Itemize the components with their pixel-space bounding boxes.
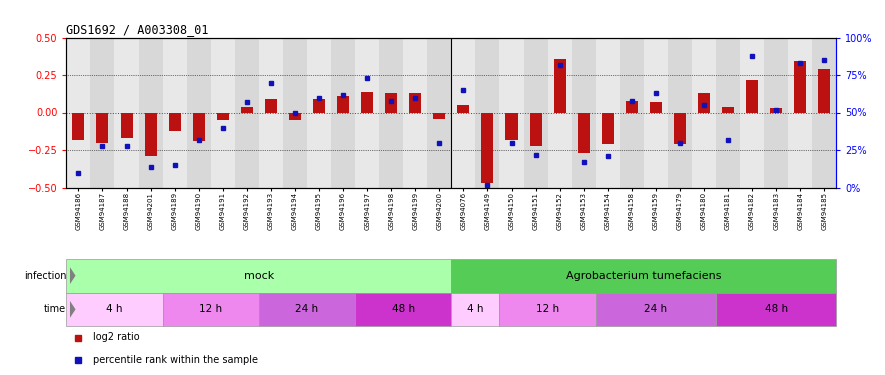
- Bar: [626, 100, 638, 112]
- Bar: [361, 92, 373, 112]
- Bar: [163, 38, 187, 188]
- Bar: [475, 38, 499, 188]
- Text: 24 h: 24 h: [644, 304, 667, 314]
- Bar: [355, 292, 451, 326]
- Bar: [169, 112, 181, 130]
- Bar: [451, 292, 499, 326]
- Bar: [789, 38, 812, 188]
- Bar: [265, 99, 277, 112]
- Bar: [572, 38, 596, 188]
- Bar: [337, 96, 349, 112]
- Bar: [499, 292, 596, 326]
- Text: 4 h: 4 h: [106, 304, 123, 314]
- Bar: [722, 106, 734, 112]
- Text: Agrobacterium tumefaciens: Agrobacterium tumefaciens: [566, 271, 721, 280]
- Bar: [620, 38, 644, 188]
- Bar: [313, 99, 325, 112]
- Text: 48 h: 48 h: [765, 304, 788, 314]
- Bar: [139, 38, 163, 188]
- Bar: [289, 112, 301, 120]
- Bar: [458, 105, 469, 112]
- Bar: [451, 38, 475, 188]
- Bar: [451, 259, 836, 292]
- Bar: [235, 38, 259, 188]
- Text: percentile rank within the sample: percentile rank within the sample: [93, 355, 258, 365]
- Text: 12 h: 12 h: [536, 304, 559, 314]
- Bar: [434, 112, 445, 118]
- Bar: [499, 38, 524, 188]
- Bar: [643, 38, 668, 188]
- Bar: [692, 38, 716, 188]
- Bar: [596, 38, 619, 188]
- Bar: [258, 292, 355, 326]
- Bar: [740, 38, 764, 188]
- Polygon shape: [70, 301, 75, 318]
- Bar: [379, 38, 404, 188]
- Bar: [746, 80, 758, 112]
- Text: infection: infection: [24, 271, 66, 280]
- Text: log2 ratio: log2 ratio: [93, 333, 140, 342]
- Bar: [602, 112, 614, 144]
- Bar: [66, 292, 163, 326]
- Text: 48 h: 48 h: [392, 304, 415, 314]
- Bar: [258, 38, 283, 188]
- Bar: [163, 292, 258, 326]
- Bar: [144, 112, 157, 156]
- Bar: [355, 38, 379, 188]
- Text: 24 h: 24 h: [296, 304, 319, 314]
- Bar: [554, 58, 566, 112]
- Bar: [770, 108, 782, 112]
- Bar: [764, 38, 789, 188]
- Bar: [193, 112, 204, 141]
- Bar: [211, 38, 235, 188]
- Bar: [283, 38, 307, 188]
- Bar: [114, 38, 139, 188]
- Bar: [668, 38, 692, 188]
- Text: time: time: [44, 304, 66, 314]
- Bar: [385, 93, 397, 112]
- Bar: [716, 292, 836, 326]
- Text: mock: mock: [243, 271, 274, 280]
- Bar: [73, 112, 84, 140]
- Bar: [650, 102, 662, 112]
- Text: 4 h: 4 h: [467, 304, 484, 314]
- Bar: [66, 259, 451, 292]
- Bar: [90, 38, 114, 188]
- Bar: [241, 106, 253, 112]
- Polygon shape: [70, 267, 75, 284]
- Bar: [716, 38, 740, 188]
- Bar: [819, 69, 830, 112]
- Bar: [673, 112, 686, 144]
- Bar: [596, 292, 716, 326]
- Bar: [698, 93, 710, 112]
- Bar: [409, 93, 421, 112]
- Bar: [307, 38, 331, 188]
- Bar: [578, 112, 589, 153]
- Bar: [505, 112, 518, 140]
- Bar: [96, 112, 109, 142]
- Bar: [66, 38, 90, 188]
- Bar: [331, 38, 355, 188]
- Text: 12 h: 12 h: [199, 304, 222, 314]
- Bar: [187, 38, 211, 188]
- Bar: [524, 38, 548, 188]
- Text: GDS1692 / A003308_01: GDS1692 / A003308_01: [66, 23, 209, 36]
- Bar: [120, 112, 133, 138]
- Bar: [217, 112, 229, 120]
- Bar: [427, 38, 451, 188]
- Bar: [548, 38, 572, 188]
- Bar: [481, 112, 494, 183]
- Bar: [794, 62, 806, 112]
- Bar: [404, 38, 427, 188]
- Bar: [529, 112, 542, 146]
- Bar: [812, 38, 836, 188]
